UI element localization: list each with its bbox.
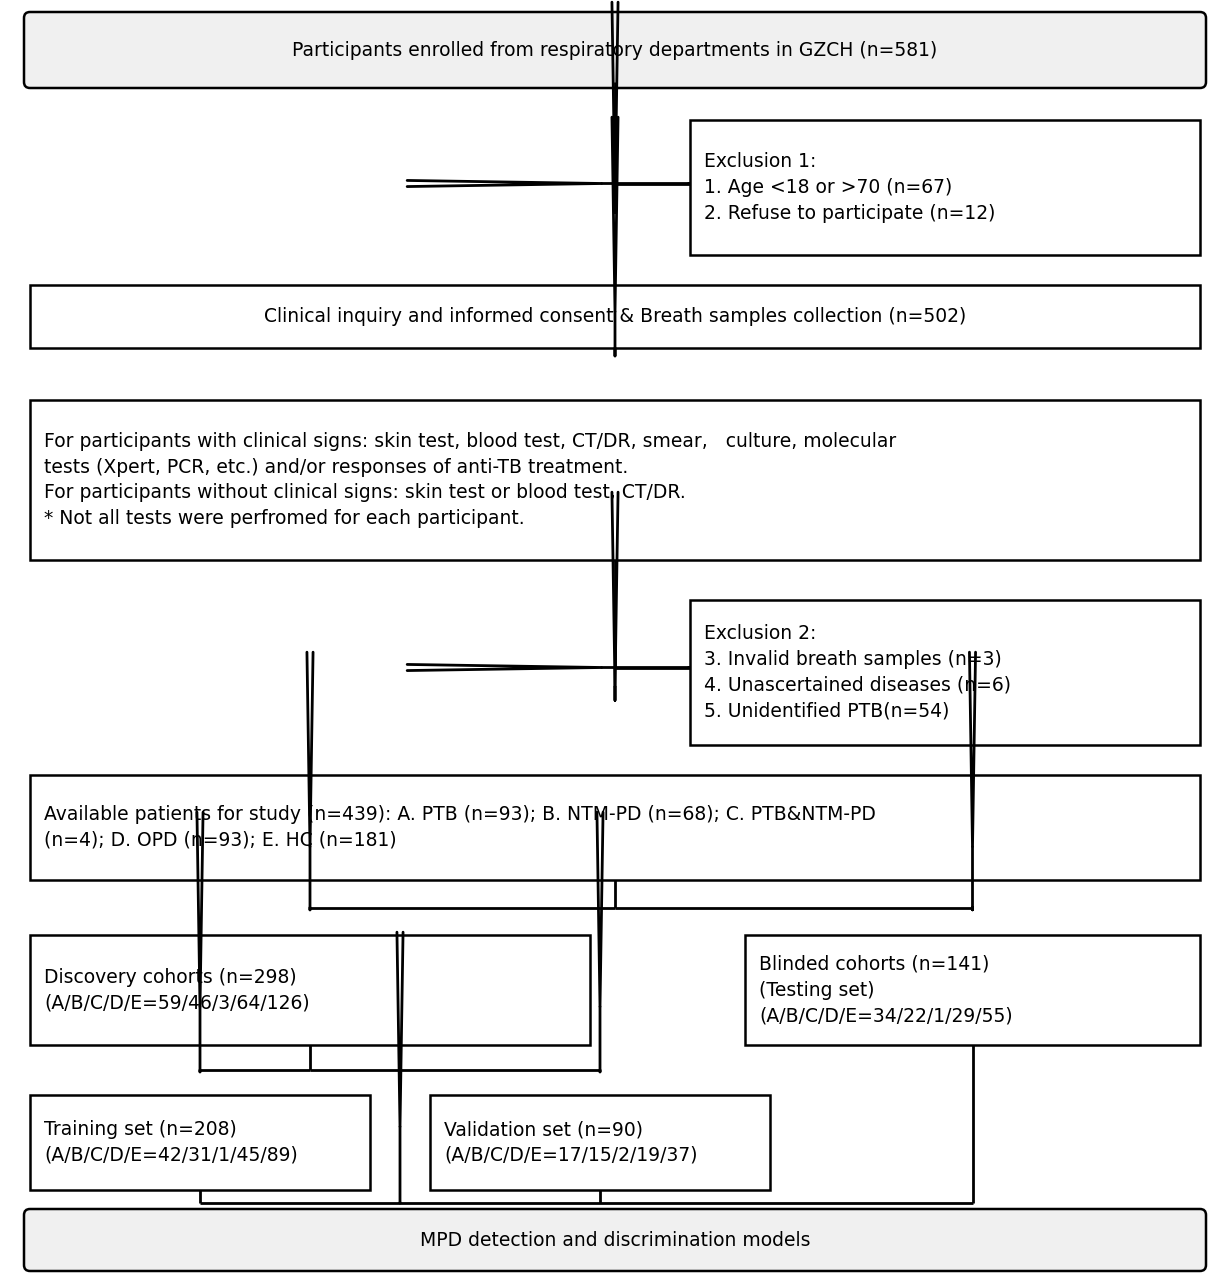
Text: Available patients for study (n=439): A. PTB (n=93); B. NTM-PD (n=68); C. PTB&NT: Available patients for study (n=439): A.… (44, 805, 876, 850)
Text: Clinical inquiry and informed consent & Breath samples collection (n=502): Clinical inquiry and informed consent & … (264, 307, 966, 326)
FancyBboxPatch shape (30, 774, 1200, 881)
Text: Training set (n=208)
(A/B/C/D/E=42/31/1/45/89): Training set (n=208) (A/B/C/D/E=42/31/1/… (44, 1120, 298, 1165)
FancyBboxPatch shape (30, 399, 1200, 561)
Text: MPD detection and discrimination models: MPD detection and discrimination models (420, 1230, 811, 1249)
FancyBboxPatch shape (23, 1210, 1206, 1271)
Text: Exclusion 1:
1. Age <18 or >70 (n=67)
2. Refuse to participate (n=12): Exclusion 1: 1. Age <18 or >70 (n=67) 2.… (703, 152, 995, 223)
Text: Validation set (n=90)
(A/B/C/D/E=17/15/2/19/37): Validation set (n=90) (A/B/C/D/E=17/15/2… (444, 1120, 697, 1165)
Text: Participants enrolled from respiratory departments in GZCH (n=581): Participants enrolled from respiratory d… (292, 41, 938, 59)
Text: Blinded cohorts (n=141)
(Testing set)
(A/B/C/D/E=34/22/1/29/55): Blinded cohorts (n=141) (Testing set) (A… (759, 955, 1013, 1025)
FancyBboxPatch shape (30, 934, 590, 1044)
Text: Discovery cohorts (n=298)
(A/B/C/D/E=59/46/3/64/126): Discovery cohorts (n=298) (A/B/C/D/E=59/… (44, 968, 309, 1012)
FancyBboxPatch shape (745, 934, 1200, 1044)
FancyBboxPatch shape (30, 1094, 370, 1190)
FancyBboxPatch shape (690, 600, 1200, 745)
Text: Exclusion 2:
3. Invalid breath samples (n=3)
4. Unascertained diseases (n=6)
5. : Exclusion 2: 3. Invalid breath samples (… (703, 625, 1011, 721)
Text: For participants with clinical signs: skin test, blood test, CT/DR, smear,   cul: For participants with clinical signs: sk… (44, 431, 896, 529)
FancyBboxPatch shape (30, 285, 1200, 348)
FancyBboxPatch shape (23, 12, 1206, 88)
FancyBboxPatch shape (690, 120, 1200, 255)
FancyBboxPatch shape (430, 1094, 770, 1190)
